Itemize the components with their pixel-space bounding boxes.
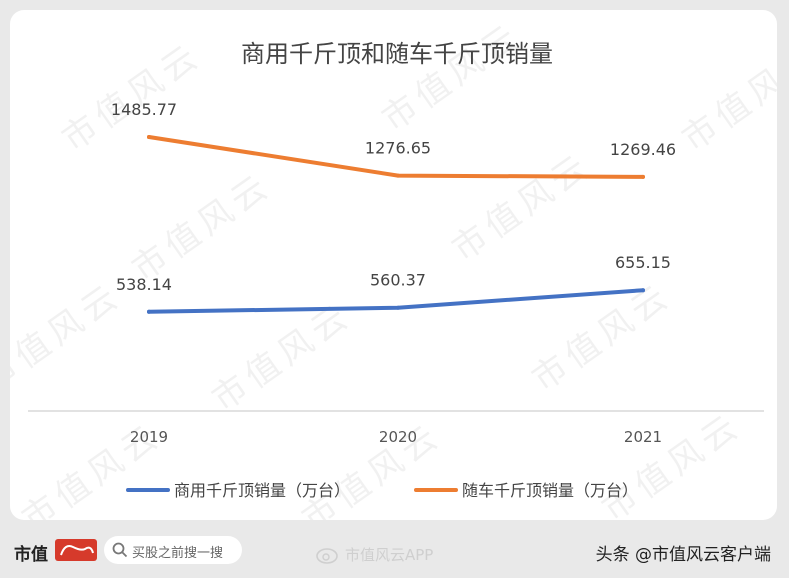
- data-point: [147, 309, 151, 314]
- attribution-label: 头条 @市值风云客户端: [595, 545, 771, 565]
- search-box[interactable]: 买股之前搜一搜: [104, 536, 242, 564]
- data-label: 560.37: [370, 271, 426, 290]
- data-label: 538.14: [116, 275, 172, 294]
- line-chart: 商用千斤顶和随车千斤顶销量 2019 2020 2021 538.14 560.37 65…: [28, 40, 764, 500]
- series-line: [147, 288, 645, 314]
- x-tick-label: 2019: [130, 428, 168, 446]
- brand-name: 市值: [14, 545, 48, 565]
- weibo-icon: [316, 548, 338, 564]
- data-point: [641, 288, 645, 293]
- brand-logo-mark: [60, 545, 94, 556]
- data-point: [147, 135, 151, 139]
- weibo-account-label: 市值风云APP: [345, 546, 434, 564]
- chart-card: 市值风云 市值风云 市值风云 市值风云 市值风云 市值风云 市值风云 市值风云 …: [10, 10, 777, 520]
- search-icon: [112, 542, 128, 558]
- legend-label: 商用千斤顶销量（万台）: [174, 481, 350, 500]
- search-placeholder: 买股之前搜一搜: [132, 546, 224, 561]
- chart-title: 商用千斤顶和随车千斤顶销量: [241, 40, 553, 68]
- footer-bar: 市值 买股之前搜一搜 市值风云APP 头条 @市值风云客户端: [0, 522, 789, 578]
- data-point: [641, 174, 645, 179]
- data-point: [396, 173, 400, 178]
- legend-label: 随车千斤顶销量（万台）: [462, 481, 638, 500]
- brand-logo: [55, 539, 97, 561]
- data-point: [396, 305, 400, 310]
- data-label: 655.15: [615, 253, 671, 272]
- data-label: 1269.46: [610, 140, 676, 159]
- x-tick-label: 2021: [624, 428, 662, 446]
- x-tick-label: 2020: [379, 428, 417, 446]
- data-label: 1485.77: [111, 100, 177, 119]
- data-label: 1276.65: [365, 139, 431, 158]
